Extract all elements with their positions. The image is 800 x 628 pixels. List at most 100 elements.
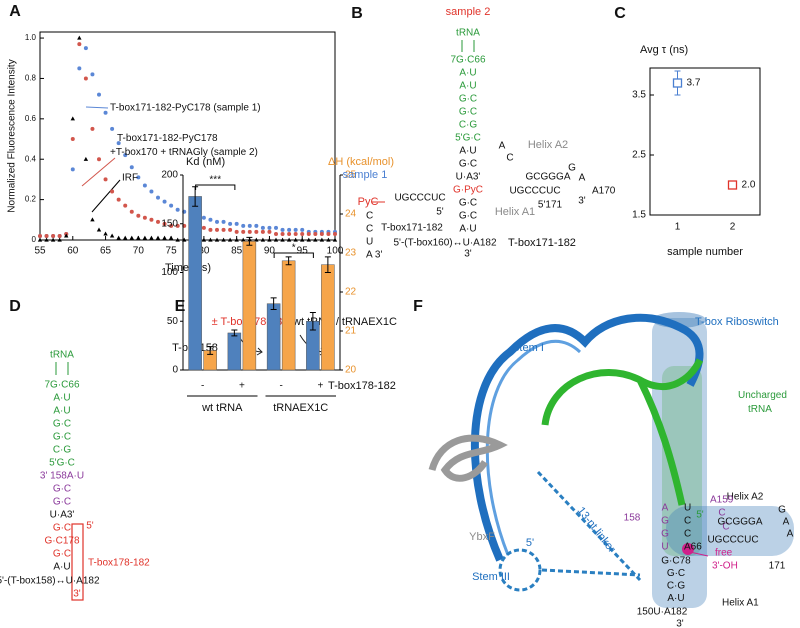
five: 5' xyxy=(436,207,444,218)
point xyxy=(247,223,252,228)
title: sample 2 xyxy=(446,6,491,18)
point xyxy=(96,227,102,232)
error-bar xyxy=(270,297,277,311)
point xyxy=(267,225,272,230)
y2-tick-label: 20 xyxy=(345,365,357,376)
point xyxy=(169,203,174,208)
helix-a2: Helix A2 xyxy=(727,492,764,503)
stem: A·U xyxy=(459,68,476,79)
end-row: 5'-(T-box160)↔U·A182 xyxy=(393,238,497,249)
y-tick-label: 0.6 xyxy=(25,114,37,123)
significance-bracket xyxy=(273,252,314,258)
point xyxy=(300,227,305,232)
point xyxy=(201,215,206,220)
ylabel: Kd (nM) xyxy=(186,156,225,168)
point xyxy=(168,235,174,240)
y-tick-label: 50 xyxy=(167,316,179,327)
point xyxy=(156,195,160,200)
point xyxy=(672,78,683,88)
stem: A·U xyxy=(459,224,476,235)
point xyxy=(136,175,141,180)
a1-rows: G·C78 xyxy=(661,556,691,567)
point xyxy=(90,217,95,222)
point xyxy=(306,231,311,236)
point xyxy=(234,237,239,242)
loop: A xyxy=(783,517,790,528)
point xyxy=(162,199,167,204)
point xyxy=(97,92,101,97)
stem: G·C178 xyxy=(44,536,79,547)
a2-bottom: UGCCCUC xyxy=(707,535,758,546)
x-tick-label: 60 xyxy=(67,246,79,257)
x-tick-label: 80 xyxy=(198,246,210,257)
point xyxy=(44,237,49,242)
point xyxy=(51,233,56,238)
x-tick-label: - xyxy=(279,381,282,392)
point xyxy=(77,35,82,40)
point xyxy=(326,237,331,242)
y-tick-label: 100 xyxy=(161,267,178,278)
a1-rows: G·C xyxy=(667,568,685,579)
purple-col: U xyxy=(661,542,668,553)
point xyxy=(260,237,266,242)
label: F xyxy=(413,298,423,315)
point xyxy=(313,231,318,236)
point xyxy=(103,177,108,182)
oh: 3'-OH xyxy=(712,561,738,572)
pyc: PyC xyxy=(358,196,379,208)
point xyxy=(280,231,285,236)
stem: G·C xyxy=(459,198,477,209)
ybxf: YbxF xyxy=(469,531,495,543)
point xyxy=(326,231,331,236)
point xyxy=(38,233,42,238)
point xyxy=(162,235,167,240)
group-label: wt tRNA xyxy=(201,402,243,414)
point xyxy=(293,227,298,232)
tbox-label: T-box171-182 xyxy=(508,237,576,249)
loop: G xyxy=(778,505,786,516)
end-row: 5'-(T-box158)↔U·A182 xyxy=(0,576,100,587)
x-tick-label: 2 xyxy=(730,222,736,233)
stem: G·C xyxy=(53,432,71,443)
y2-tick-label: 22 xyxy=(345,287,357,298)
bar xyxy=(227,332,242,371)
stem: A·U xyxy=(53,393,70,404)
point xyxy=(286,237,292,242)
x-legend: T-box178-182 xyxy=(328,380,396,392)
point xyxy=(241,237,246,242)
stem: A·U xyxy=(459,146,476,157)
point xyxy=(280,227,285,232)
helix-a2: Helix A2 xyxy=(528,139,568,151)
panel: A xyxy=(9,3,21,20)
point xyxy=(254,237,259,242)
y-tick-label: 0 xyxy=(172,365,178,376)
point xyxy=(64,233,69,238)
point xyxy=(208,237,213,242)
point xyxy=(234,229,239,234)
point xyxy=(175,223,180,228)
five-green: 5' xyxy=(696,510,704,521)
n171: 171 xyxy=(769,561,786,572)
point xyxy=(214,237,220,242)
x-tick-label: 100 xyxy=(327,246,344,257)
three-prime: 3' xyxy=(464,249,472,260)
point xyxy=(70,116,75,121)
point xyxy=(169,223,174,228)
point xyxy=(241,223,246,228)
y-tick-label: 0.2 xyxy=(25,195,37,204)
point xyxy=(313,237,318,242)
y2-tick-label: 21 xyxy=(345,326,357,337)
point xyxy=(142,235,148,240)
stem: G·C xyxy=(459,94,477,105)
trna: tRNA xyxy=(50,350,74,361)
a2-bottom: UGCCCUC xyxy=(509,186,560,197)
point xyxy=(306,237,311,242)
c-pair: C xyxy=(718,508,725,519)
point xyxy=(110,126,115,131)
label: D xyxy=(9,298,21,315)
stem: 5'G·C xyxy=(455,133,481,144)
point xyxy=(90,126,95,131)
white-col: C xyxy=(684,516,691,527)
bulge: C xyxy=(506,153,513,164)
point xyxy=(136,235,141,240)
